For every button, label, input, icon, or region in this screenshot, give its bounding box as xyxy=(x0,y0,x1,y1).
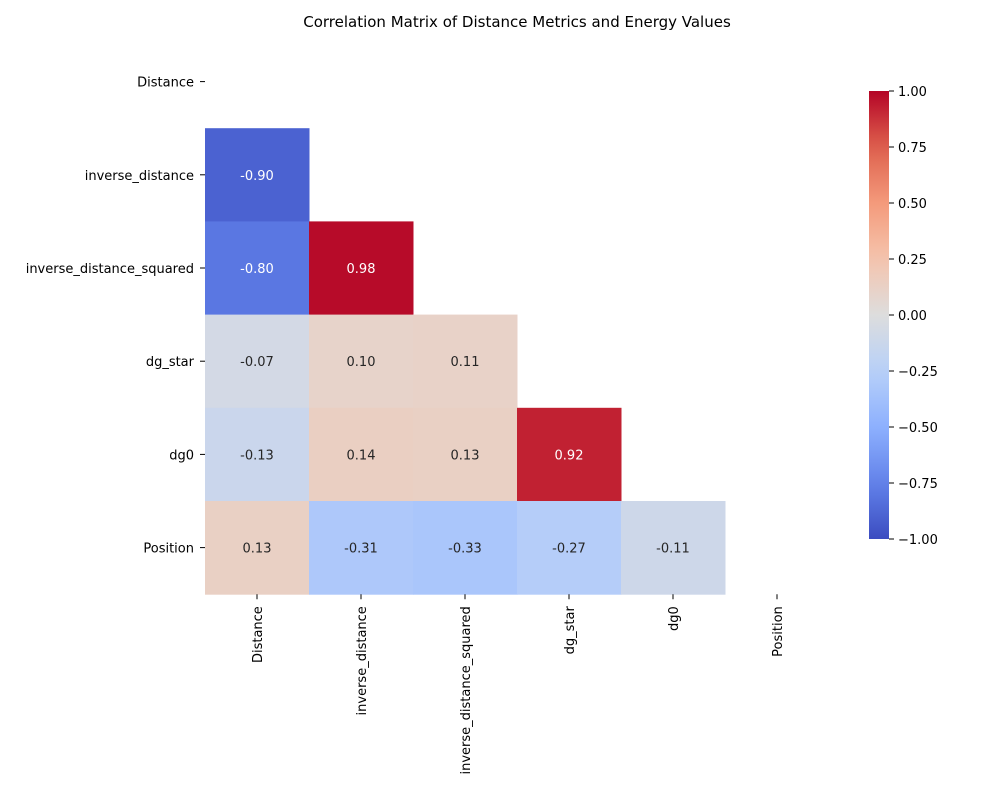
heatmap-cell xyxy=(413,501,518,595)
cell-value-label: 0.14 xyxy=(347,448,376,463)
heatmap-cell xyxy=(205,221,310,316)
colorbar-tick-label: −0.75 xyxy=(898,477,938,492)
heatmap-cell xyxy=(205,314,310,409)
heatmap-cell xyxy=(309,501,414,595)
cell-value-label: 0.11 xyxy=(451,355,480,370)
cell-value-label: -0.07 xyxy=(240,355,274,370)
chart-title: Correlation Matrix of Distance Metrics a… xyxy=(303,13,731,31)
heatmap-cell xyxy=(309,314,414,409)
x-tick-label: inverse_distance xyxy=(355,606,370,715)
cell-value-label: -0.90 xyxy=(240,169,274,184)
colorbar-tick-label: −1.00 xyxy=(898,533,938,548)
cell-value-label: 0.10 xyxy=(347,355,376,370)
y-tick-label: inverse_distance xyxy=(85,169,194,184)
x-tick-label: dg_star xyxy=(563,606,578,655)
heatmap-cells: -0.90 -0.80 0.98 -0.07 0.10 0.11 -0.13 0.14 0.13… xyxy=(205,128,726,595)
cell-value-label: -0.13 xyxy=(240,448,274,463)
colorbar-tick-label: −0.50 xyxy=(898,421,938,436)
cell-value-label: 0.13 xyxy=(451,448,480,463)
cell-value-label: -0.80 xyxy=(240,262,274,277)
cell-value-label: -0.11 xyxy=(656,542,690,557)
cell-value-label: -0.27 xyxy=(552,542,586,557)
colorbar-tick-label: −0.25 xyxy=(898,365,938,380)
colorbar-tick-label: 0.75 xyxy=(898,141,927,156)
y-tick-label: inverse_distance_squared xyxy=(26,262,194,277)
x-axis: Distance inverse_distance inverse_distance… xyxy=(251,594,786,774)
y-tick-label: Distance xyxy=(137,76,194,91)
colorbar: 1.00 0.75 0.50 0.25 0.00 −0.25 −0.50 −0.75 −1.00 xyxy=(869,85,938,548)
heatmap-cell xyxy=(205,128,310,222)
y-tick-label: dg0 xyxy=(169,448,194,463)
heatmap-cell xyxy=(413,407,518,502)
cell-value-label: 0.92 xyxy=(555,448,584,463)
x-tick-label: Position xyxy=(771,606,786,657)
heatmap-cell xyxy=(621,501,726,595)
heatmap-cell xyxy=(517,407,622,502)
heatmap-cell xyxy=(309,221,414,316)
heatmap-cell xyxy=(205,407,310,502)
colorbar-tick-label: 1.00 xyxy=(898,85,927,100)
cell-value-label: 0.98 xyxy=(347,262,376,277)
x-tick-label: Distance xyxy=(251,606,266,663)
cell-value-label: 0.13 xyxy=(243,542,272,557)
cell-value-label: -0.31 xyxy=(344,542,378,557)
y-tick-label: Position xyxy=(143,542,194,557)
cell-value-label: -0.33 xyxy=(448,542,482,557)
colorbar-gradient xyxy=(869,91,889,539)
colorbar-tick-label: 0.00 xyxy=(898,309,927,324)
x-tick-label: inverse_distance_squared xyxy=(459,606,474,774)
heatmap-cell xyxy=(205,501,310,595)
x-tick-label: dg0 xyxy=(667,606,682,631)
heatmap-cell xyxy=(517,501,622,595)
heatmap-cell xyxy=(309,407,414,502)
heatmap-cell xyxy=(413,314,518,409)
colorbar-tick-label: 0.25 xyxy=(898,253,927,268)
y-axis: Distance inverse_distance inverse_distance… xyxy=(26,76,205,557)
y-tick-label: dg_star xyxy=(146,355,195,370)
colorbar-tick-label: 0.50 xyxy=(898,197,927,212)
